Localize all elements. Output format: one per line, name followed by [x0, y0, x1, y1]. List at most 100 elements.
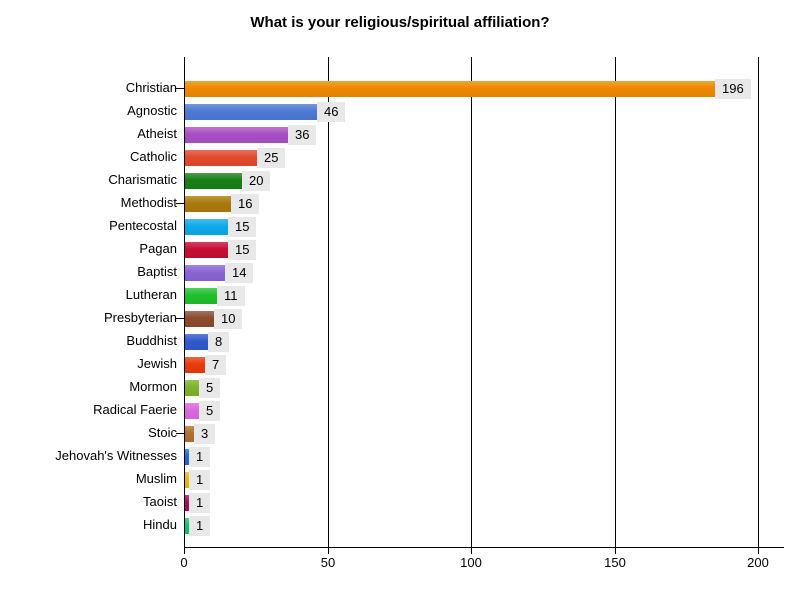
bar-row: 46 [185, 101, 346, 122]
category-label: Charismatic [108, 172, 177, 187]
chart-title: What is your religious/spiritual affilia… [250, 14, 550, 31]
y-axis-tick [176, 318, 184, 319]
value-label: 16 [231, 193, 260, 214]
bar [185, 80, 715, 97]
category-label: Mormon [129, 379, 177, 394]
x-axis-tick [471, 548, 472, 554]
bar [185, 287, 217, 304]
value-label: 15 [228, 216, 257, 237]
bar-row: 15 [185, 216, 257, 237]
bar-row: 3 [185, 423, 216, 444]
x-tick-label: 0 [180, 555, 188, 570]
category-label: Jewish [137, 356, 177, 371]
value-label: 5 [199, 377, 221, 398]
x-gridline [471, 57, 472, 547]
x-axis-line [184, 547, 784, 548]
category-label: Methodist [120, 195, 177, 210]
bar [185, 471, 189, 488]
x-axis-tick [615, 548, 616, 554]
bar [185, 494, 189, 511]
bar-row: 5 [185, 400, 221, 421]
value-label: 196 [715, 78, 751, 99]
x-tick-label: 200 [747, 555, 769, 570]
bar-row: 11 [185, 285, 245, 306]
bar-row: 7 [185, 354, 227, 375]
bar [185, 310, 214, 327]
bar-row: 10 [185, 308, 243, 329]
bar [185, 402, 199, 419]
bar [185, 517, 189, 534]
bar-row: 25 [185, 147, 286, 168]
bar [185, 103, 317, 120]
x-tick-label: 50 [320, 555, 336, 570]
bar-row: 196 [185, 78, 751, 99]
value-label: 1 [189, 492, 211, 513]
y-axis-tick [176, 203, 184, 204]
bar [185, 241, 228, 258]
bar-row: 8 [185, 331, 230, 352]
value-label: 1 [189, 469, 211, 490]
category-label: Catholic [130, 149, 177, 164]
category-label: Buddhist [126, 333, 177, 348]
category-label: Presbyterian [104, 310, 177, 325]
category-label: Muslim [135, 471, 177, 486]
bar [185, 333, 208, 350]
bar [185, 149, 257, 166]
value-label: 20 [242, 170, 271, 191]
bar [185, 126, 288, 143]
x-gridline [758, 57, 759, 547]
category-label: Radical Faerie [93, 402, 177, 417]
bar [185, 218, 228, 235]
bar-row: 20 [185, 170, 271, 191]
bar-row: 1 [185, 515, 211, 536]
bar-row: 1 [185, 492, 211, 513]
value-label: 25 [257, 147, 286, 168]
category-label: Pagan [139, 241, 177, 256]
y-axis-tick [176, 433, 184, 434]
bar-row: 36 [185, 124, 317, 145]
value-label: 36 [288, 124, 317, 145]
x-axis-tick [758, 548, 759, 554]
value-label: 46 [317, 101, 346, 122]
category-label: Stoic [148, 425, 177, 440]
x-axis-tick [184, 548, 185, 554]
value-label: 15 [228, 239, 257, 260]
bar-row: 14 [185, 262, 254, 283]
bar [185, 264, 225, 281]
value-label: 14 [225, 262, 254, 283]
value-label: 7 [205, 354, 227, 375]
bar-row: 1 [185, 446, 211, 467]
bar-row: 1 [185, 469, 211, 490]
bar-row: 15 [185, 239, 257, 260]
bar [185, 448, 189, 465]
x-axis-tick [328, 548, 329, 554]
category-label: Atheist [137, 126, 177, 141]
bar-row: 16 [185, 193, 260, 214]
category-label: Agnostic [127, 103, 177, 118]
value-label: 1 [189, 446, 211, 467]
category-label: Baptist [137, 264, 177, 279]
x-gridline [328, 57, 329, 547]
category-label: Jehovah's Witnesses [55, 448, 177, 463]
category-label: Pentecostal [109, 218, 177, 233]
value-label: 8 [208, 331, 230, 352]
bar [185, 425, 194, 442]
bar [185, 172, 242, 189]
category-label: Hindu [143, 517, 177, 532]
value-label: 10 [214, 308, 243, 329]
x-tick-label: 100 [460, 555, 482, 570]
category-label: Christian [125, 80, 177, 95]
value-label: 1 [189, 515, 211, 536]
x-tick-label: 150 [604, 555, 626, 570]
category-label: Lutheran [125, 287, 177, 302]
category-label: Taoist [143, 494, 177, 509]
value-label: 5 [199, 400, 221, 421]
value-label: 11 [217, 285, 245, 306]
bar [185, 356, 205, 373]
bar-row: 5 [185, 377, 221, 398]
bar [185, 379, 199, 396]
bar [185, 195, 231, 212]
x-gridline [184, 57, 185, 547]
y-axis-tick [176, 88, 184, 89]
